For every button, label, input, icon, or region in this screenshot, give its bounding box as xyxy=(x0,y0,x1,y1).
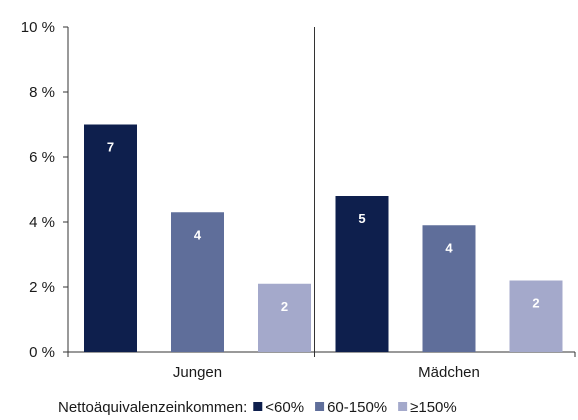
y-tick-label: 8 % xyxy=(29,84,55,101)
y-tick-label: 0 % xyxy=(29,344,55,361)
y-tick-label: 4 % xyxy=(29,214,55,231)
y-tick-label: 10 % xyxy=(21,19,55,36)
legend-label: ≥150% xyxy=(410,399,457,416)
category-label: Jungen xyxy=(173,364,222,381)
data-label: 7 xyxy=(107,140,114,155)
labels: 7 4 2 Jungen 5 4 2 Mädchen xyxy=(107,140,540,382)
data-label: 2 xyxy=(532,296,539,311)
data-label: 4 xyxy=(194,227,202,242)
data-label: 2 xyxy=(281,299,288,314)
legend-swatch xyxy=(253,402,263,411)
legend-title: Nettoäquivalenzeinkommen: xyxy=(58,399,247,416)
legend: Nettoäquivalenzeinkommen: <60% 60-150% ≥15… xyxy=(58,399,457,416)
legend-label: <60% xyxy=(265,399,304,416)
bar xyxy=(509,280,563,352)
data-label: 4 xyxy=(445,240,453,255)
legend-swatch xyxy=(398,402,408,411)
bar xyxy=(171,212,224,352)
bar xyxy=(422,225,476,352)
bar xyxy=(335,196,389,352)
bars xyxy=(84,124,563,352)
bar xyxy=(84,124,137,352)
axes: 0 % 2 % 4 % 6 % 8 % 10 % xyxy=(21,19,576,361)
category-label: Mädchen xyxy=(418,364,480,381)
legend-swatch xyxy=(315,402,325,411)
y-tick-label: 6 % xyxy=(29,149,55,166)
y-tick-label: 2 % xyxy=(29,279,55,296)
legend-label: 60-150% xyxy=(327,399,387,416)
bar xyxy=(258,283,311,352)
data-label: 5 xyxy=(358,211,365,226)
